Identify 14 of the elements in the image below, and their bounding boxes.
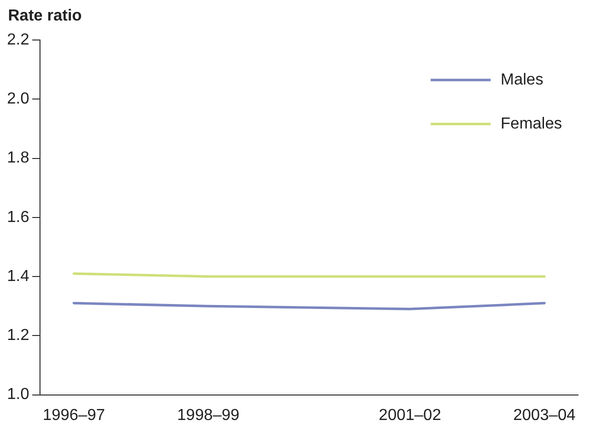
y-tick-label: 2.0 (6, 90, 30, 108)
x-tick-label: 2001–02 (378, 406, 442, 424)
y-tick-label: 1.6 (6, 208, 30, 226)
y-tick-label: 1.8 (6, 150, 30, 167)
y-tick-label: 1.2 (6, 327, 30, 344)
legend-label: Females (500, 115, 562, 132)
y-tick-label: 1.4 (6, 268, 30, 285)
x-tick-label: 1996–97 (42, 406, 106, 424)
legend-label: Males (500, 71, 544, 88)
y-tick-label: 2.2 (6, 31, 30, 48)
x-tick-label: 2003–04 (513, 406, 576, 424)
y-tick-label: 1.0 (6, 386, 30, 404)
y-axis-title: Rate ratio (8, 7, 82, 24)
x-tick-label: 1998–99 (177, 406, 240, 424)
